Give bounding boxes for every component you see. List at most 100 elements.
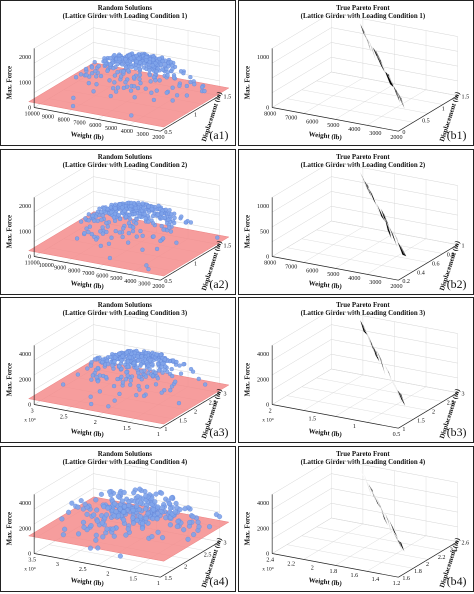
data-point bbox=[104, 526, 110, 532]
data-point bbox=[123, 377, 128, 382]
grid-line bbox=[272, 368, 332, 405]
surface-edge bbox=[386, 222, 390, 232]
reference-plane bbox=[28, 359, 230, 425]
data-point bbox=[96, 63, 101, 69]
z-tick-label: 0 bbox=[266, 551, 269, 557]
x-axis-label: Weight (lb) bbox=[70, 280, 104, 290]
data-point bbox=[159, 364, 164, 369]
chart-a3: Random Solutions(Lattice Girder with Loa… bbox=[6, 302, 230, 440]
data-point bbox=[155, 376, 160, 381]
grid-line bbox=[272, 309, 332, 346]
z-tick-label: 0 bbox=[266, 254, 269, 260]
data-point bbox=[105, 362, 111, 367]
data-point bbox=[123, 214, 129, 219]
data-point bbox=[158, 352, 164, 357]
data-point bbox=[81, 524, 87, 530]
data-point bbox=[119, 358, 124, 363]
data-point bbox=[117, 351, 122, 356]
x-tick-label: 1 bbox=[157, 432, 160, 438]
data-point bbox=[90, 213, 95, 218]
axes bbox=[271, 345, 458, 429]
y-tick-label: 1.5 bbox=[224, 244, 232, 250]
data-point bbox=[202, 89, 207, 94]
surface-patch bbox=[397, 91, 405, 110]
grid-line bbox=[331, 473, 458, 498]
surface-patch bbox=[384, 70, 395, 89]
grid-line bbox=[316, 377, 443, 402]
data-point bbox=[93, 497, 99, 503]
x-tick-label: 3000 bbox=[369, 131, 381, 137]
axis-line bbox=[160, 392, 220, 429]
data-point bbox=[174, 240, 179, 245]
data-point bbox=[160, 535, 166, 541]
axis-line bbox=[272, 553, 399, 578]
data-point bbox=[139, 354, 144, 359]
data-point bbox=[112, 501, 118, 507]
data-point bbox=[119, 74, 124, 79]
data-point bbox=[86, 81, 91, 86]
z-tick-label: 0 bbox=[28, 105, 31, 111]
data-point bbox=[149, 90, 154, 95]
data-point bbox=[143, 350, 149, 356]
x-multiplier: x 10⁴ bbox=[24, 566, 35, 572]
z-tick-label: 2000 bbox=[19, 55, 31, 61]
data-point bbox=[174, 523, 180, 530]
data-point bbox=[90, 373, 95, 378]
data-point bbox=[177, 363, 182, 368]
x-tick-label: 2 bbox=[311, 565, 314, 571]
data-point bbox=[94, 374, 99, 380]
grid-lines bbox=[272, 161, 458, 281]
x-tick-label: 3 bbox=[56, 562, 59, 568]
data-point bbox=[181, 362, 186, 367]
grid-line bbox=[272, 206, 332, 242]
x-tick-label: 2000 bbox=[390, 135, 402, 141]
data-point bbox=[107, 255, 113, 261]
x-tick-label: 1.8 bbox=[329, 569, 337, 575]
x-tick-label: 3.5 bbox=[28, 557, 36, 563]
axis-line bbox=[160, 244, 220, 281]
surface-edge bbox=[390, 523, 397, 534]
data-point bbox=[120, 234, 125, 240]
z-tick-label: 2000 bbox=[257, 526, 269, 532]
z-tick-label: 1000 bbox=[257, 55, 269, 61]
axis-line bbox=[34, 107, 161, 132]
data-point bbox=[160, 67, 165, 72]
data-point bbox=[109, 235, 114, 240]
data-point bbox=[108, 62, 113, 67]
grid-line bbox=[93, 473, 220, 498]
data-point bbox=[129, 113, 134, 118]
data-point bbox=[132, 84, 137, 89]
data-point bbox=[119, 374, 124, 380]
z-tick-label: 0 bbox=[266, 402, 269, 408]
chart-a2: Random Solutions(Lattice Girder with Loa… bbox=[6, 154, 232, 292]
data-point bbox=[137, 66, 142, 71]
data-point bbox=[125, 359, 131, 364]
grid-line bbox=[366, 386, 427, 423]
data-point bbox=[139, 520, 145, 526]
data-point bbox=[196, 524, 202, 530]
x-tick-label: 9000 bbox=[54, 266, 66, 272]
grid-line bbox=[93, 324, 220, 349]
data-point bbox=[117, 202, 122, 207]
data-point bbox=[83, 216, 88, 221]
data-point bbox=[111, 533, 117, 539]
data-point bbox=[163, 207, 169, 212]
data-point bbox=[152, 499, 158, 505]
x-tick-label: 2.4 bbox=[266, 557, 274, 563]
grid-line bbox=[272, 191, 332, 228]
surface-patch bbox=[384, 218, 392, 240]
surface-edge bbox=[382, 63, 387, 73]
data-point bbox=[155, 361, 161, 367]
data-point bbox=[181, 527, 187, 533]
data-point bbox=[153, 491, 159, 497]
grid-line bbox=[272, 71, 332, 108]
panel-subtitle: (Lattice Girder with Loading Condition 2… bbox=[301, 162, 425, 169]
data-point bbox=[80, 519, 86, 525]
data-point bbox=[83, 66, 89, 72]
x-tick-label: 1 bbox=[157, 581, 160, 587]
y-tick-label: 2.5 bbox=[204, 552, 212, 558]
data-point bbox=[103, 374, 109, 380]
y-tick-label: 2 bbox=[426, 562, 429, 568]
data-point bbox=[107, 489, 113, 495]
data-point bbox=[174, 93, 180, 98]
